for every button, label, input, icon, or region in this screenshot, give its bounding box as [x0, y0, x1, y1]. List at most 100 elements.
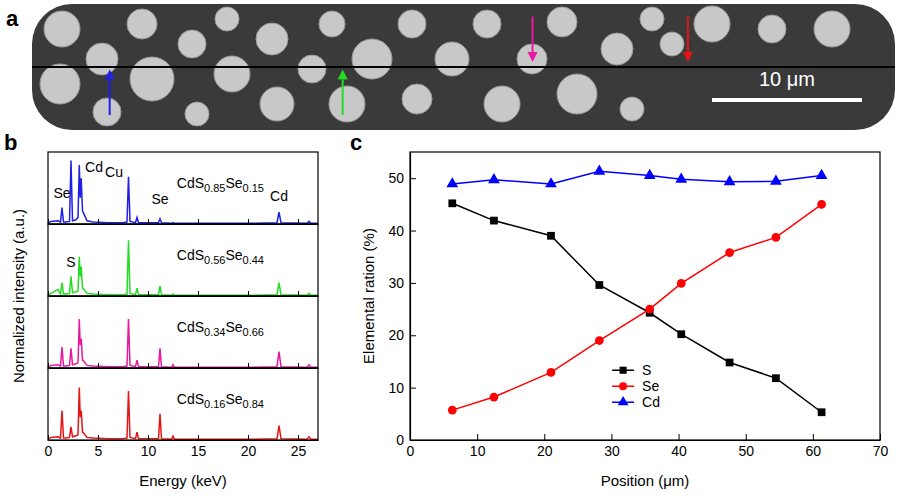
peak-label: Se	[151, 191, 168, 207]
legend: SSeCd	[612, 362, 660, 410]
plot-frame	[410, 152, 880, 440]
panel-frame	[48, 152, 318, 224]
series-label: CdS0.56Se0.44	[177, 247, 264, 266]
spectrum	[48, 240, 318, 295]
marker	[448, 199, 456, 207]
tick: 40	[388, 223, 416, 239]
tick: 20	[388, 327, 416, 343]
panel-label: a	[6, 6, 19, 31]
particle	[694, 6, 730, 42]
tick-mark	[298, 219, 299, 224]
axis: 0 5 10 15 20 25	[45, 435, 319, 459]
marker	[645, 305, 654, 314]
tick-mark	[148, 363, 149, 368]
tick: 25	[291, 435, 307, 459]
particle	[620, 97, 644, 121]
marker	[595, 336, 604, 345]
tick-label: 20	[241, 443, 257, 459]
spectrum	[48, 388, 318, 440]
marker	[724, 175, 736, 185]
tick-label: 10	[141, 443, 157, 459]
micrograph-ground	[32, 4, 895, 130]
particle	[44, 11, 80, 47]
x-axis-title: Position (μm)	[601, 472, 690, 489]
arrow-head	[105, 70, 115, 80]
particle	[640, 7, 664, 31]
marker	[726, 359, 734, 367]
tick-label: 0	[45, 443, 53, 459]
particle	[484, 86, 520, 122]
tick	[248, 219, 249, 224]
arrow-head	[338, 70, 348, 80]
tick-mark	[198, 363, 199, 368]
marker	[545, 177, 557, 187]
tick	[198, 363, 199, 368]
tick-label: 0	[407, 443, 415, 459]
legend-label: Cd	[642, 394, 660, 410]
tick: 10	[470, 434, 486, 459]
tick	[248, 291, 249, 296]
tick-mark	[148, 291, 149, 296]
marker	[677, 330, 685, 338]
panel-frame	[48, 368, 318, 440]
legend-marker	[619, 382, 627, 390]
marker	[595, 281, 603, 289]
marker	[547, 368, 556, 377]
particle	[547, 7, 577, 37]
particle	[256, 23, 288, 55]
tick-label: 10	[388, 380, 404, 396]
tick-mark	[198, 219, 199, 224]
tick-label: 25	[291, 443, 307, 459]
series-label: CdS0.85Se0.15	[177, 175, 264, 194]
scale-bar	[712, 98, 862, 102]
tick: 70	[873, 434, 889, 459]
tick-mark	[148, 435, 149, 440]
tick-mark	[248, 291, 249, 296]
tick-label: 40	[388, 223, 404, 239]
panel-label: b	[4, 130, 17, 155]
particle	[435, 42, 469, 76]
marker	[593, 165, 605, 175]
marker	[725, 248, 734, 257]
tick: 0	[45, 435, 53, 459]
particle	[557, 74, 597, 114]
tick-label: 60	[806, 443, 822, 459]
marker	[644, 169, 656, 179]
tick-mark	[98, 219, 99, 224]
particle	[86, 43, 118, 75]
particle	[758, 15, 786, 43]
particle	[402, 84, 432, 114]
particle	[298, 55, 326, 83]
series-line	[452, 171, 821, 184]
arrow-head	[683, 52, 693, 62]
peak-label: Se	[53, 185, 70, 201]
particle	[352, 39, 392, 79]
tick-mark	[410, 178, 416, 179]
tick-mark	[98, 435, 99, 440]
tick-mark	[98, 363, 99, 368]
legend-marker	[618, 396, 629, 405]
marker	[448, 406, 457, 415]
tick-mark	[477, 434, 478, 440]
marker	[490, 217, 498, 225]
tick-label: 40	[671, 443, 687, 459]
tick-label: 15	[191, 443, 207, 459]
panel-label: c	[350, 130, 362, 155]
arrow	[687, 17, 689, 52]
tick-label: 30	[604, 443, 620, 459]
tick-mark	[746, 434, 747, 440]
marker	[770, 175, 782, 185]
tick	[98, 291, 99, 296]
marker	[818, 408, 826, 416]
x-axis-title: Energy (keV)	[139, 472, 227, 489]
tick-mark	[410, 283, 416, 284]
scale-bar-label: 10 μm	[759, 68, 815, 90]
particle	[40, 64, 80, 104]
tick	[198, 219, 199, 224]
legend-label: Se	[642, 378, 659, 394]
tick-mark	[248, 363, 249, 368]
tick-label: 20	[537, 443, 553, 459]
figure: a10 μmbCdS0.85Se0.15CdS0.56Se0.44CdS0.34…	[0, 0, 903, 500]
tick: 5	[95, 435, 103, 459]
spectrum	[48, 319, 318, 367]
